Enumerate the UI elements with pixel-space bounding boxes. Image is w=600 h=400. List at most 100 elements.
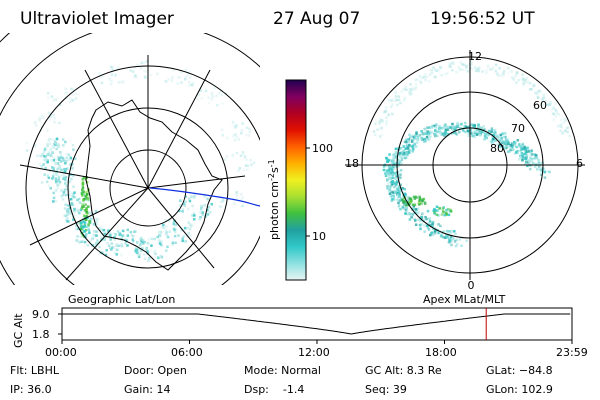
emission-pixel <box>426 226 430 229</box>
emission-pixel <box>81 188 84 192</box>
emission-pixel <box>374 122 377 126</box>
emission-pixel <box>551 107 554 111</box>
emission-pixel <box>385 164 389 168</box>
emission-pixel <box>394 151 398 154</box>
emission-pixel <box>492 137 495 141</box>
emission-pixel <box>69 87 73 90</box>
emission-pixel <box>164 228 168 231</box>
emission-pixel <box>180 70 183 74</box>
emission-pixel <box>159 234 162 237</box>
emission-pixel <box>510 76 514 79</box>
emission-pixel <box>503 132 507 135</box>
emission-pixel <box>395 177 399 180</box>
emission-pixel <box>241 122 244 125</box>
emission-pixel <box>418 199 421 202</box>
emission-pixel <box>174 231 177 234</box>
emission-pixel <box>110 242 113 245</box>
emission-pixel <box>42 154 46 158</box>
emission-pixel <box>484 131 487 134</box>
emission-pixel <box>398 193 401 196</box>
emission-pixel <box>74 97 78 100</box>
emission-pixel <box>457 131 461 134</box>
emission-pixel <box>234 133 237 136</box>
mlt-label-12: 12 <box>468 50 482 63</box>
instrument-title: Ultraviolet Imager <box>20 9 174 29</box>
emission-pixel <box>399 173 402 176</box>
emission-pixel <box>525 156 528 159</box>
emission-pixel <box>405 143 409 147</box>
emission-pixel <box>475 67 478 71</box>
geo-meridian <box>147 187 215 269</box>
emission-pixel <box>440 213 444 216</box>
emission-pixel <box>393 177 397 180</box>
emission-pixel <box>153 250 156 254</box>
emission-pixel <box>390 171 393 175</box>
emission-pixel <box>182 235 185 238</box>
emission-pixel <box>129 69 132 72</box>
emission-pixel <box>499 133 503 137</box>
emission-pixel <box>410 134 414 137</box>
emission-pixel <box>392 156 395 160</box>
emission-pixel <box>380 119 384 122</box>
emission-pixel <box>514 141 517 145</box>
emission-pixel <box>558 125 561 128</box>
emission-pixel <box>401 198 404 202</box>
altitude-curve <box>62 313 571 335</box>
emission-pixel <box>452 62 455 65</box>
emission-pixel <box>418 223 422 227</box>
mlt-label-18: 18 <box>345 157 359 170</box>
emission-pixel <box>440 235 443 239</box>
emission-pixel <box>394 147 398 151</box>
emission-pixel <box>402 87 405 91</box>
emission-pixel <box>164 80 168 83</box>
emission-pixel <box>391 170 394 174</box>
emission-pixel <box>545 170 549 173</box>
emission-pixel <box>419 219 422 222</box>
emission-pixel <box>493 140 496 143</box>
emission-pixel <box>402 149 405 153</box>
emission-pixel <box>82 205 85 208</box>
emission-pixel <box>83 230 86 233</box>
emission-pixel <box>423 224 426 227</box>
emission-pixel <box>240 193 243 196</box>
emission-pixel <box>200 204 203 208</box>
emission-pixel <box>555 112 559 115</box>
emission-pixel <box>515 72 518 75</box>
emission-pixel <box>403 203 406 206</box>
emission-pixel <box>420 215 423 219</box>
emission-pixel <box>500 139 504 143</box>
emission-pixel <box>399 155 402 158</box>
emission-pixel <box>496 143 499 146</box>
emission-pixel <box>506 138 510 141</box>
emission-pixel <box>418 79 422 83</box>
emission-pixel <box>429 135 432 138</box>
emission-pixel <box>249 159 252 162</box>
emission-pixel <box>60 189 63 192</box>
emission-pixel <box>522 77 525 80</box>
emission-pixel <box>379 135 382 138</box>
emission-pixel <box>390 162 393 165</box>
emission-pixel <box>411 85 415 89</box>
emission-pixel <box>513 152 517 155</box>
emission-pixel <box>75 239 78 242</box>
emission-pixel <box>385 120 389 123</box>
emission-pixel <box>199 211 202 214</box>
emission-pixel <box>427 138 431 141</box>
emission-pixel <box>452 237 455 240</box>
emission-pixel <box>393 171 396 175</box>
emission-pixel <box>536 168 539 171</box>
emission-pixel <box>41 116 45 119</box>
emission-pixel <box>399 147 403 150</box>
emission-pixel <box>115 253 118 256</box>
emission-pixel <box>408 218 412 221</box>
emission-pixel <box>374 119 378 123</box>
right-map-grid <box>345 50 585 280</box>
emission-pixel <box>438 130 442 133</box>
filter-status: Flt: LBHL <box>10 364 60 377</box>
emission-pixel <box>81 178 84 181</box>
emission-pixel <box>516 139 519 142</box>
emission-pixel <box>82 225 85 229</box>
emission-pixel <box>406 146 410 150</box>
emission-pixel <box>86 205 90 208</box>
emission-pixel <box>384 120 387 124</box>
